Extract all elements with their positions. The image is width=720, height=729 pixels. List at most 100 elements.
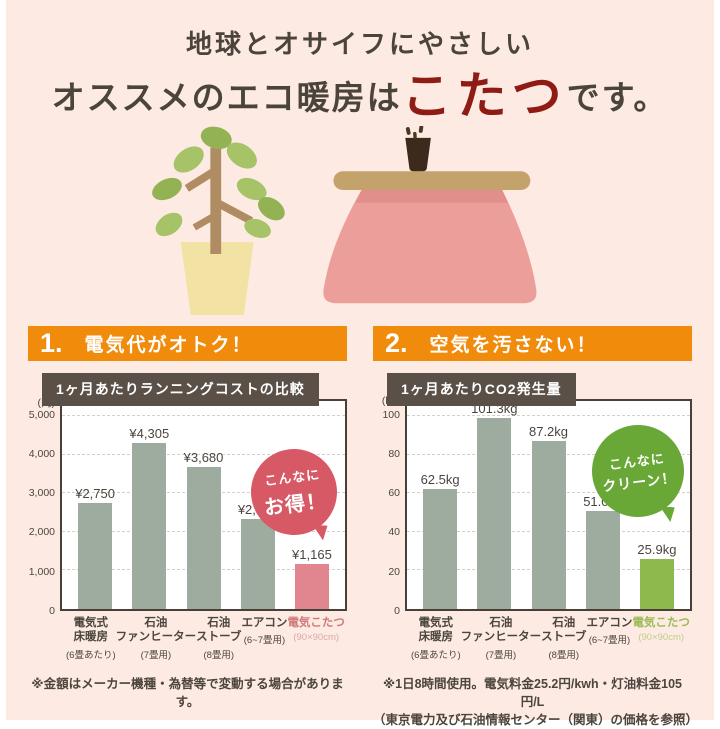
category-name-line: エアコン <box>241 616 287 630</box>
category-label: 石油ファンヒーター (7畳用) <box>116 616 197 661</box>
bar <box>187 467 221 609</box>
category-note: (90×90cm) <box>287 632 345 643</box>
category-name-line: 電気こたつ <box>632 616 690 630</box>
section1-number: 1. <box>40 330 63 357</box>
cost-footnote-line1: ※金額はメーカー機種・為替等で変動する場合があります。 <box>28 675 347 711</box>
y-axis-tick-label: 40 <box>388 526 400 538</box>
bar-value-label: ¥3,680 <box>184 450 224 465</box>
co2-chart-categories: 電気式床暖房(6畳あたり)石油ファンヒーター(7畳用)石油ストーブ(8畳用)エア… <box>405 611 692 661</box>
category-note: (6畳あたり) <box>411 647 461 661</box>
y-axis-tick-label: 3,000 <box>29 487 55 499</box>
y-axis-tick-label: 100 <box>382 409 400 421</box>
header-line2: オススメのエコ暖房はこたつです。 <box>6 69 714 124</box>
bar-slot: 87.2kg <box>521 401 575 609</box>
category-note: (7畳用) <box>461 647 542 661</box>
bar <box>423 489 457 609</box>
category-name-line: 電気こたつ <box>287 616 345 630</box>
category-name-line: 電気式 <box>411 616 461 630</box>
poster: 地球とオサイフにやさしい オススメのエコ暖房はこたつです。 <box>6 0 714 720</box>
y-axis-tick-label: 2,000 <box>29 526 55 538</box>
cost-chart-title: 1ヶ月あたりランニングコストの比較 <box>42 373 319 406</box>
category-label: 電気式床暖房 (6畳あたり) <box>66 616 116 661</box>
y-axis-tick-label: 5,000 <box>29 409 55 421</box>
kotatsu-illustration <box>6 126 714 318</box>
y-axis-tick-label: 1,000 <box>29 566 55 578</box>
category-label: エアコン (6~7畳用) <box>586 616 632 661</box>
section2-banner: 2. 空気を汚さない！ <box>373 326 692 361</box>
category-label: 電気こたつ (90×90cm) <box>632 616 690 661</box>
section2-number: 2. <box>385 330 408 357</box>
category-name-line: 床暖房 <box>411 630 461 644</box>
teacup-icon <box>405 126 431 171</box>
two-chart-sections: 1. 電気代がオトク！ 1ヶ月あたりランニングコストの比較 (円) 01,000… <box>6 326 714 729</box>
y-axis-tick-label: 0 <box>49 605 55 617</box>
co2-footnote: ※1日8時間使用。電気料金25.2円/kwh・灯油料金105円/L （東京電力及… <box>373 675 692 729</box>
section-cost: 1. 電気代がオトク！ 1ヶ月あたりランニングコストの比較 (円) 01,000… <box>28 326 347 729</box>
category-name-line: 電気式 <box>66 616 116 630</box>
bar-value-label: 62.5kg <box>421 472 460 487</box>
bar <box>78 503 112 609</box>
header-line2-prefix: オススメのエコ暖房は <box>52 81 402 117</box>
y-axis-tick-label: 80 <box>388 448 400 460</box>
y-axis-tick-label: 60 <box>388 487 400 499</box>
y-axis-tick-label: 4,000 <box>29 448 55 460</box>
kotatsu-plant-svg <box>130 126 590 318</box>
category-note: (7畳用) <box>116 647 197 661</box>
kotatsu-body <box>323 171 536 303</box>
bar <box>640 559 674 609</box>
category-name-line: ストーブ <box>196 630 241 644</box>
category-label: エアコン (6~7畳用) <box>241 616 287 661</box>
bar <box>477 418 511 609</box>
co2-footnote-line2: （東京電力及び石油情報センター（関東）の価格を参照） <box>373 711 692 729</box>
bar-value-label: ¥4,305 <box>129 426 169 441</box>
category-note: (8畳用) <box>196 647 241 661</box>
section1-banner: 1. 電気代がオトク！ <box>28 326 347 361</box>
bar <box>532 441 566 609</box>
co2-chart-title: 1ヶ月あたりCO2発生量 <box>387 373 576 406</box>
category-name-line: エアコン <box>586 616 632 630</box>
category-note: (90×90cm) <box>632 632 690 643</box>
section1-title: 電気代がオトク！ <box>85 330 253 357</box>
category-name-line: 石油 <box>541 616 586 630</box>
category-note: (6~7畳用) <box>586 632 632 646</box>
category-name-line: 石油 <box>461 616 542 630</box>
category-label: 電気式床暖房 (6畳あたり) <box>411 616 461 661</box>
header-line2-suffix: です。 <box>567 81 669 117</box>
category-note: (6畳あたり) <box>66 647 116 661</box>
bar <box>295 564 329 609</box>
category-label: 電気こたつ (90×90cm) <box>287 616 345 661</box>
y-axis-tick-label: 0 <box>394 605 400 617</box>
bar-value-label: 87.2kg <box>529 424 568 439</box>
category-name-line: ファンヒーター <box>116 630 197 644</box>
category-name-line: 石油 <box>116 616 197 630</box>
category-note: (8畳用) <box>541 647 586 661</box>
section2-title: 空気を汚さない！ <box>430 330 598 357</box>
bar-slot: 101.3kg <box>467 401 521 609</box>
bar-value-label: 25.9kg <box>637 542 676 557</box>
bar-slot: ¥4,305 <box>122 401 176 609</box>
bar <box>241 519 275 609</box>
category-name-line: 床暖房 <box>66 630 116 644</box>
category-name-line: ストーブ <box>541 630 586 644</box>
category-note: (6~7畳用) <box>241 632 287 646</box>
cost-chart-categories: 電気式床暖房(6畳あたり)石油ファンヒーター(7畳用)石油ストーブ(8畳用)エア… <box>60 611 347 661</box>
header-line1: 地球とオサイフにやさしい <box>6 24 714 61</box>
cost-footnote: ※金額はメーカー機種・為替等で変動する場合があります。 <box>28 675 347 711</box>
y-axis-tick-label: 20 <box>388 566 400 578</box>
co2-footnote-line1: ※1日8時間使用。電気料金25.2円/kwh・灯油料金105円/L <box>373 675 692 711</box>
bar-slot: ¥2,750 <box>68 401 122 609</box>
bubble-text-line2: お得！ <box>262 484 328 520</box>
bar-slot: 62.5kg <box>413 401 467 609</box>
bar-value-label: ¥1,165 <box>292 547 332 562</box>
category-name-line: ファンヒーター <box>461 630 542 644</box>
bar-slot: ¥3,680 <box>176 401 230 609</box>
bar <box>132 443 166 609</box>
category-label: 石油ストーブ(8畳用) <box>196 616 241 661</box>
section-co2: 2. 空気を汚さない！ 1ヶ月あたりCO2発生量 (kg) 0204060801… <box>373 326 692 729</box>
bar-value-label: ¥2,750 <box>75 486 115 501</box>
